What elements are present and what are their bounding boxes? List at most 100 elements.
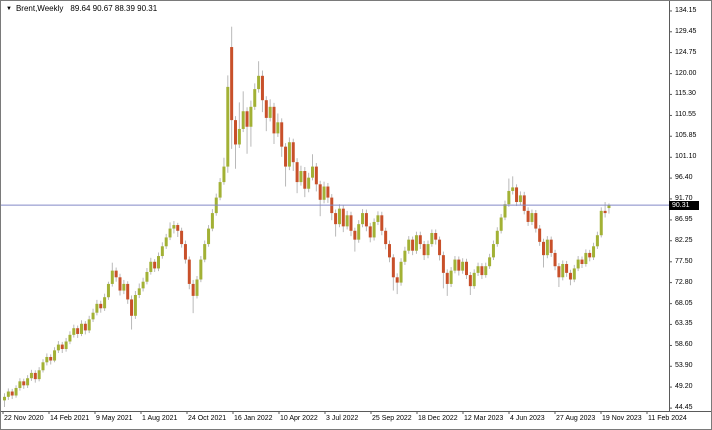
candle-body-up [26,378,30,386]
candle-body-down [130,299,134,316]
candle-body-up [491,244,495,258]
candle-body-down [411,239,415,251]
price-axis-label: 120.00 [675,69,697,77]
candle-body-up [345,215,349,227]
candle-body-down [557,266,561,278]
price-axis-label: 44.45 [675,404,693,412]
candle-body-up [426,244,430,256]
time-axis-label: 25 Sep 2022 [372,415,412,422]
candle-body-down [468,275,472,287]
candle-body-up [403,250,407,262]
price-axis-label: 91.70 [675,194,693,202]
candle-body-down [126,283,130,300]
candle-body-down [10,391,14,396]
candle-body-down [603,210,607,214]
candle-body-down [515,187,519,203]
candle-body-up [210,213,214,229]
price-axis-label: 96.40 [675,174,693,182]
candle-body-up [106,283,110,298]
candle-body-up [287,142,291,167]
candle-body-up [18,381,22,388]
time-axis-label: 19 Nov 2023 [602,415,642,422]
candle-body-down [191,283,195,296]
candle-body-up [257,75,261,90]
candle-body-down [272,106,276,134]
candle-body-down [391,257,395,278]
candle-body-down [291,142,295,163]
time-axis-label: 14 Feb 2021 [50,415,90,422]
candle-body-up [372,221,376,238]
symbol-dropdown-icon[interactable]: ▼ [6,5,12,12]
candle-body-down [326,186,330,198]
candle-body-down [341,208,345,227]
candle-body-down [49,356,53,361]
candle-body-down [187,259,191,284]
candle-body-up [311,166,314,178]
candle-body-down [457,259,461,271]
candle-body-up [399,261,403,283]
candle-body-down [580,259,584,265]
candle-body-up [41,362,45,371]
candle-body-up [203,244,207,260]
candle-body-up [607,205,611,209]
candle-body-down [526,210,530,222]
candle-body-up [337,208,341,225]
candle-body-down [522,195,526,211]
candle-body-down [418,235,422,245]
time-axis-label: 16 Jan 2022 [234,415,273,422]
candle-body-up [110,270,114,284]
time-axis-label: 24 Oct 2021 [188,415,227,422]
price-axis-label: 82.25 [675,236,693,244]
candle-body-up [449,270,453,284]
candle-body-up [357,224,361,240]
candle-body-down [568,272,572,280]
time-axis-label: 3 Jul 2022 [326,415,359,422]
candle-body-up [472,272,476,287]
price-axis-label: 124.75 [675,48,697,56]
candle-body-up [237,128,241,145]
candle-body-down [438,239,442,256]
candle-body-up [484,266,488,276]
candle-body-up [361,213,365,225]
candle-body-up [407,239,411,251]
candle-body-down [480,266,484,276]
candle-body-up [53,350,57,361]
candle-body-up [576,259,580,269]
candle-body-down [388,244,391,258]
candle-body-up [276,122,280,134]
candle-body-up [133,294,137,316]
candle-body-up [595,235,599,247]
candle-body-down [114,270,118,278]
candle-body-up [95,303,99,313]
candle-body-up [599,210,603,236]
candle-body-up [503,204,507,218]
candle-body-up [226,86,230,167]
candle-body-down [549,239,553,253]
time-axis-label: 11 Feb 2024 [648,415,687,422]
candle-body-down [303,171,307,189]
candle-body-down [364,213,368,227]
candle-body-down [33,372,37,380]
candle-body-down [445,272,449,284]
candle-body-down [99,303,103,309]
time-axis-label: 12 Mar 2023 [464,415,504,422]
candle-body-down [230,47,234,121]
candle-body-down [118,277,122,291]
candle-body-up [453,259,457,271]
candle-body-up [207,228,211,245]
candle-body-up [37,370,41,380]
candle-body-up [495,230,499,245]
candle-body-up [199,259,203,280]
candle-body-up [488,257,492,267]
candle-body-down [295,162,299,183]
candle-body-down [565,264,569,273]
candle-body-down [83,323,87,331]
symbol-period-label: Brent,Weekly [15,4,64,13]
candle-body-up [461,261,465,271]
candle-body-up [222,166,226,183]
price-axis-label: 63.35 [675,320,693,328]
candle-body-up [584,252,588,265]
candle-body-up [80,323,83,334]
